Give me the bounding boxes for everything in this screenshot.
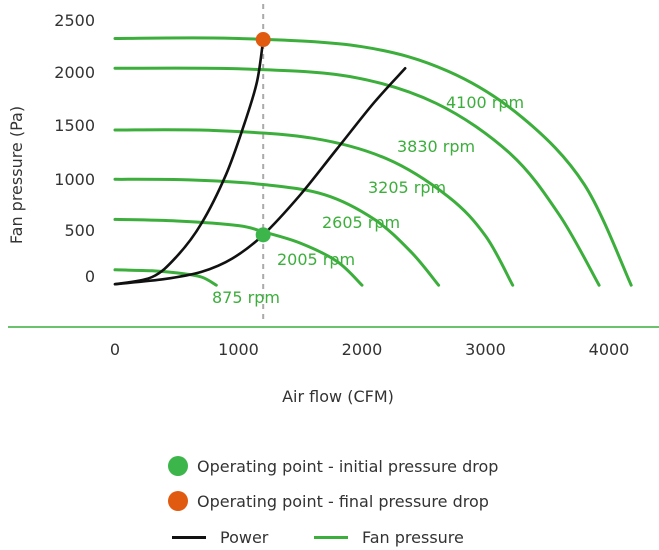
legend-label-fan: Fan pressure	[362, 528, 464, 547]
legend-item-power: Power	[172, 528, 268, 547]
fan-performance-chart: 875 rpm 2005 rpm 2605 rpm 3205 rpm 3830 rpm 4…	[7, 4, 659, 406]
y-tick-label: 2000	[54, 63, 95, 82]
x-tick-label: 4000	[589, 340, 630, 359]
rpm-label-2605-rpm: 2605 rpm	[322, 213, 400, 232]
fan-curve-4100-rpm	[113, 36, 633, 287]
legend-label-final: Operating point - final pressure drop	[197, 491, 489, 511]
y-tick-label: 0	[85, 267, 95, 286]
legend-item-initial: Operating point - initial pressure drop	[168, 456, 498, 476]
legend-item-fan: Fan pressure	[314, 528, 464, 547]
green-line-icon	[314, 536, 348, 539]
legend-item-final: Operating point - final pressure drop	[168, 491, 489, 511]
x-axis-label: Air flow (CFM)	[282, 387, 394, 406]
operating-point-final	[255, 32, 271, 48]
fan-curve-2605-rpm	[113, 177, 441, 287]
fan-curve-3830-rpm	[113, 66, 601, 287]
y-tick-label: 2500	[54, 11, 95, 30]
x-tick-label: 1000	[218, 340, 259, 359]
y-tick-label: 1000	[54, 170, 95, 189]
y-tick-label: 500	[64, 221, 95, 240]
y-tick-label: 1500	[54, 116, 95, 135]
power-curve-2	[113, 67, 407, 286]
green-dot-icon	[168, 456, 188, 476]
legend-label-power: Power	[220, 528, 269, 547]
operating-point-initial	[255, 227, 271, 243]
y-axis-label: Fan pressure (Pa)	[7, 106, 26, 244]
power-curve-1	[113, 38, 265, 286]
rpm-label-875-rpm: 875 rpm	[212, 288, 280, 307]
rpm-label-3205-rpm: 3205 rpm	[368, 178, 446, 197]
labels-layer: 875 rpm 2005 rpm 2605 rpm 3205 rpm 3830 rpm 4…	[7, 11, 629, 406]
rpm-label-4100-rpm: 4100 rpm	[446, 93, 524, 112]
x-tick-label: 0	[110, 340, 120, 359]
fan-curve-3205-rpm	[113, 128, 515, 287]
x-tick-label: 3000	[465, 340, 506, 359]
fan-curve-875-rpm	[113, 268, 218, 287]
rpm-label-3830-rpm: 3830 rpm	[397, 137, 475, 156]
rpm-label-2005-rpm: 2005 rpm	[277, 250, 355, 269]
legend-label-initial: Operating point - initial pressure drop	[197, 456, 499, 476]
black-line-icon	[172, 536, 206, 539]
orange-dot-icon	[168, 491, 188, 511]
x-tick-label: 2000	[342, 340, 383, 359]
curves-layer	[8, 4, 659, 328]
